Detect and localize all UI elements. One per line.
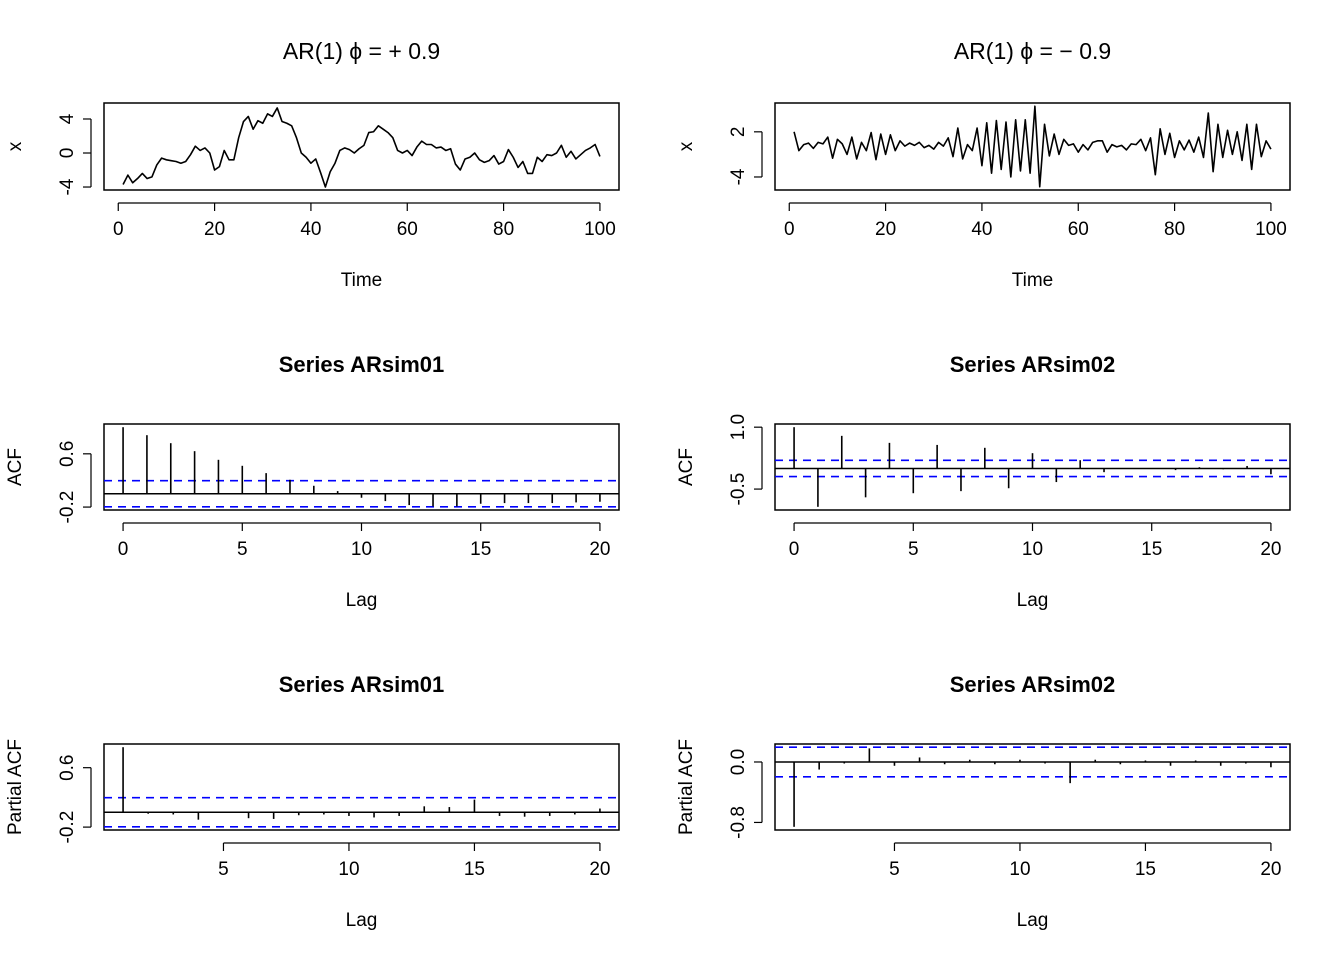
plot-box [103,743,620,831]
x-axis-label: Time [341,270,383,291]
y-tick-label: 1.0 [728,414,749,440]
x-tick-label: 40 [300,219,321,240]
x-axis-label: Time [1012,270,1054,291]
x-tick-label: 15 [464,859,485,880]
chart-title: AR(1) ϕ = + 0.9 [283,38,440,64]
x-tick-label: 10 [1022,539,1043,560]
y-tick-label: -0.5 [728,473,749,506]
x-tick-label: 5 [218,859,229,880]
y-tick-label: 4 [57,113,78,124]
chart-title: Series ARsim01 [279,352,445,377]
y-tick-label: 0.6 [57,754,78,780]
x-tick-label: 20 [1260,539,1281,560]
plot-box [774,102,1291,191]
y-tick-label: -4 [728,168,749,185]
y-tick-label: -4 [57,178,78,195]
chart-title: Series ARsim02 [950,672,1116,697]
x-tick-label: 80 [1164,219,1185,240]
x-tick-label: 5 [889,859,900,880]
x-tick-label: 60 [1068,219,1089,240]
x-tick-label: 0 [118,539,129,560]
series-line [793,105,1272,188]
y-tick-label: 0 [57,148,78,159]
chart-title: AR(1) ϕ = − 0.9 [954,38,1111,64]
x-tick-label: 15 [470,539,491,560]
y-axis-label: ACF [676,448,697,486]
x-axis-label: Lag [346,590,378,611]
x-tick-label: 20 [589,859,610,880]
x-tick-label: 40 [971,219,992,240]
series-line [122,107,601,188]
y-axis-label: Partial ACF [676,739,697,835]
x-tick-label: 5 [237,539,248,560]
x-tick-label: 15 [1141,539,1162,560]
y-tick-label: 0.0 [728,749,749,775]
x-tick-label: 0 [789,539,800,560]
y-tick-label: -0.2 [57,811,78,844]
x-tick-label: 15 [1135,859,1156,880]
y-tick-label: 0.6 [57,441,78,467]
y-tick-label: -0.2 [57,491,78,524]
x-tick-label: 10 [351,539,372,560]
x-tick-label: 20 [1260,859,1281,880]
x-tick-label: 100 [584,219,616,240]
x-tick-label: 0 [784,219,795,240]
plot-box [774,743,1291,831]
x-tick-label: 10 [338,859,359,880]
x-tick-label: 5 [908,539,919,560]
plot-box [103,102,620,191]
y-tick-label: 2 [728,127,749,138]
x-axis-label: Lag [1017,910,1049,931]
y-axis-label: Partial ACF [5,739,26,835]
chart-title: Series ARsim01 [279,672,445,697]
y-axis-label: x [5,141,26,151]
x-tick-label: 20 [875,219,896,240]
x-tick-label: 100 [1255,219,1287,240]
x-tick-label: 0 [113,219,124,240]
plot-box [774,423,1291,511]
x-tick-label: 60 [397,219,418,240]
y-tick-label: -0.8 [728,806,749,839]
x-axis-label: Lag [1017,590,1049,611]
plot-box [103,423,620,511]
y-axis-label: x [676,141,697,151]
x-tick-label: 10 [1009,859,1030,880]
x-axis-label: Lag [346,910,378,931]
x-tick-label: 20 [204,219,225,240]
x-tick-label: 20 [589,539,610,560]
x-tick-label: 80 [493,219,514,240]
y-axis-label: ACF [5,448,26,486]
chart-title: Series ARsim02 [950,352,1116,377]
